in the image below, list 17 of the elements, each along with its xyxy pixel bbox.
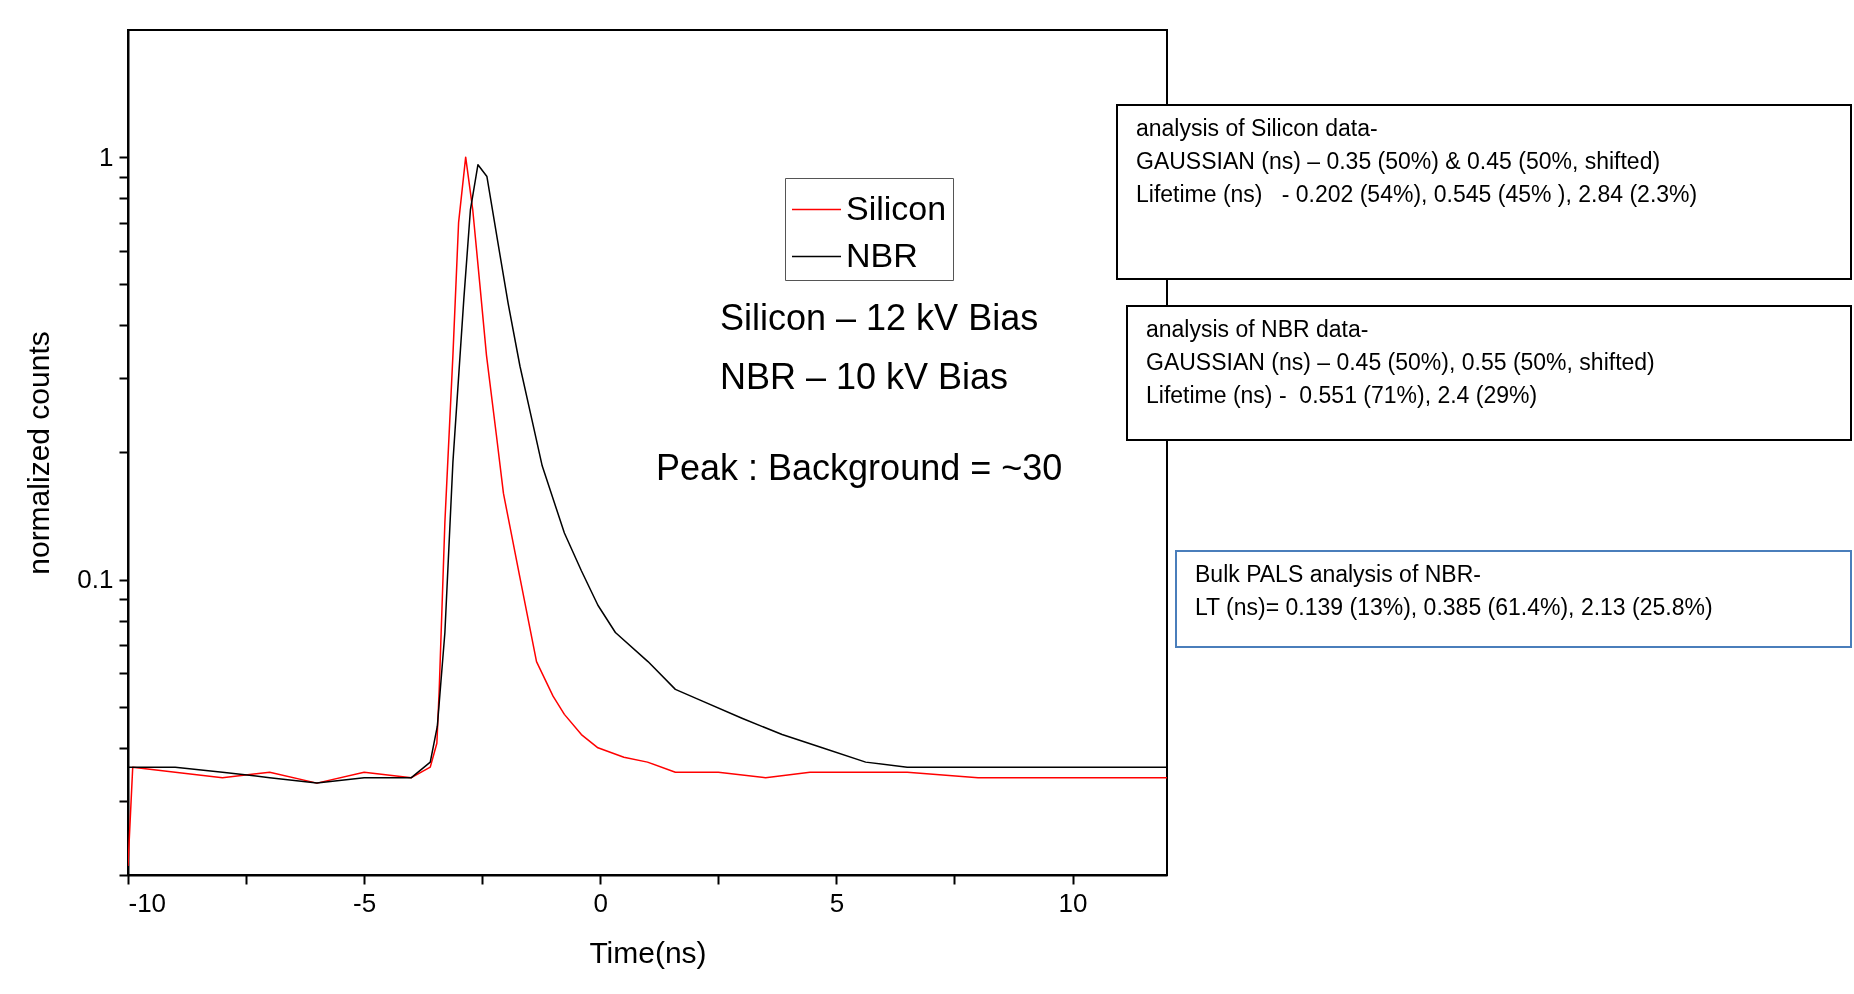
text-box: analysis of NBR data- GAUSSIAN (ns) – 0.45 (50%), 0.55 (50%, shifted) Lifetime (ns) - 0.551 (71%), 2.4 (29%) (1126, 305, 1852, 441)
x-tick-label: -5 (353, 887, 377, 918)
y-tick-label: 1 (99, 141, 114, 172)
legend-label: NBR (846, 235, 918, 274)
x-tick-label: 5 (829, 887, 845, 918)
annotation: Peak : Background = ~30 (656, 447, 1063, 488)
annotation: NBR – 10 kV Bias (720, 356, 1009, 397)
x-tick-label: -10 (128, 887, 167, 918)
x-tick-label: 10 (1058, 887, 1088, 918)
annotation: Silicon – 12 kV Bias (720, 297, 1039, 338)
text-box: Bulk PALS analysis of NBR- LT (ns)= 0.139 (13%), 0.385 (61.4%), 2.13 (25.8%) (1175, 550, 1852, 648)
y-axis-title: normalized counts (22, 331, 56, 575)
x-axis-title: Time(ns) (589, 935, 707, 969)
y-tick-label: 0.1 (77, 564, 114, 595)
text-box: analysis of Silicon data- GAUSSIAN (ns) – 0.35 (50%) & 0.45 (50%, shifted) Lifetime (ns) - 0.202 (54%), 0.545 (45% ), 2.84 (2.3%) (1116, 104, 1852, 280)
legend-label: Silicon (846, 188, 947, 227)
x-tick-label: 0 (593, 887, 609, 918)
